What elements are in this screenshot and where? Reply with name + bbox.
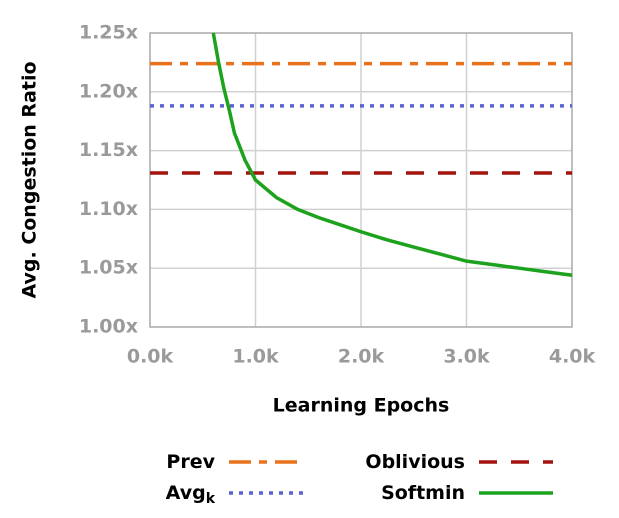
y-tick-label: 1.15x — [79, 139, 138, 161]
plot-frame — [149, 32, 573, 328]
legend-subscript: k — [206, 491, 216, 507]
x-tick-label: 4.0k — [549, 346, 596, 368]
x-tick-label: 2.0k — [338, 346, 385, 368]
series-line — [211, 32, 573, 277]
y-tick-label: 1.20x — [79, 80, 138, 102]
x-axis-label: Learning Epochs — [273, 395, 450, 417]
legend-label: Oblivious — [365, 451, 465, 473]
legend-name: Prev — [166, 451, 215, 473]
y-tick-label: 1.00x — [79, 316, 138, 338]
legend-name: Softmin — [381, 482, 465, 504]
legend-label: Avgk — [166, 482, 216, 508]
legend-label: Prev — [166, 451, 215, 473]
legend-name: Avg — [166, 482, 206, 504]
y-tick-label: 1.10x — [79, 198, 138, 220]
legend-name: Oblivious — [365, 451, 465, 473]
y-tick-label: 1.25x — [79, 22, 138, 44]
y-tick-label: 1.05x — [79, 257, 138, 279]
x-tick-label: 1.0k — [232, 346, 279, 368]
x-tick-label: 3.0k — [443, 346, 490, 368]
y-axis-label: Avg. Congestion Ratio — [19, 61, 41, 298]
legend-label: Softmin — [381, 482, 465, 504]
x-tick-label: 0.0k — [127, 346, 174, 368]
